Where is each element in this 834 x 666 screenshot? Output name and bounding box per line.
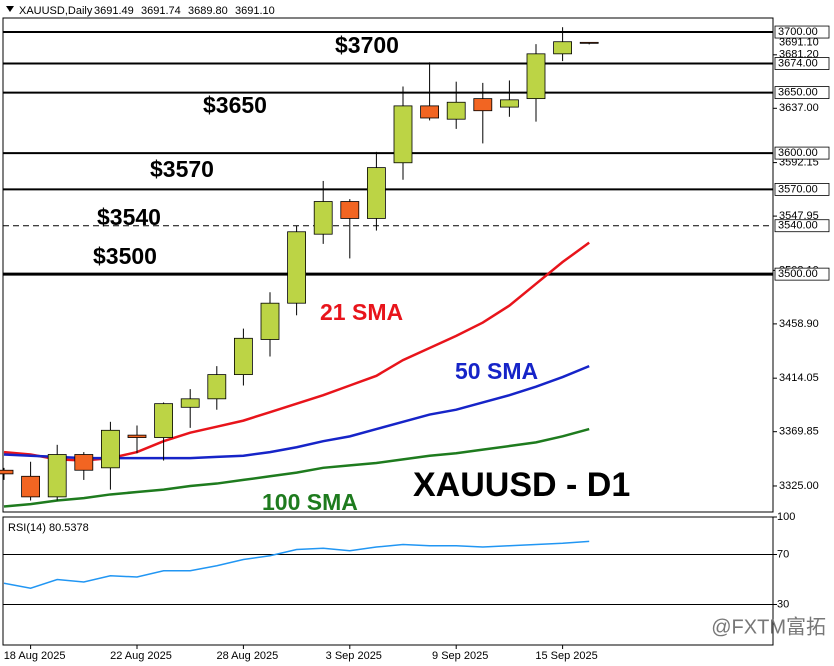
candle-body xyxy=(579,41,599,44)
level-tag xyxy=(774,86,830,99)
chart-annotation: XAUUSD - D1 xyxy=(413,466,630,504)
candle-body xyxy=(366,167,386,219)
candle-body xyxy=(0,469,14,475)
menu-arrow xyxy=(6,6,14,12)
level-annotation: $3700 xyxy=(335,32,399,58)
candle-body xyxy=(553,41,572,55)
level-annotation: $3570 xyxy=(150,156,214,182)
y-tick-label: 3547.95 xyxy=(779,210,819,222)
level-tag xyxy=(774,183,830,196)
level-tag-label: 3540.00 xyxy=(778,220,818,232)
candle-body xyxy=(47,454,67,498)
rsi-label: RSI(14) 80.5378 xyxy=(8,522,89,534)
level-tag xyxy=(774,25,830,39)
x-tick-label: 18 Aug 2025 xyxy=(4,650,66,662)
watermark: @FXTM富拓 xyxy=(711,615,826,638)
candle-body xyxy=(101,429,120,469)
candle-body xyxy=(340,201,360,219)
rsi-line xyxy=(3,540,590,590)
candle-body xyxy=(313,201,333,235)
header-value: 3691.49 xyxy=(94,5,134,17)
level-annotation: $3540 xyxy=(97,204,161,230)
sma-label: 50 SMA xyxy=(455,358,538,384)
candle-body xyxy=(526,53,546,100)
level-tag xyxy=(774,267,830,281)
level-tag xyxy=(774,219,830,233)
y-tick-label: 3458.90 xyxy=(779,318,819,330)
candle-body xyxy=(260,302,280,340)
y-tick-label: 3325.00 xyxy=(779,480,819,492)
level-tag xyxy=(774,57,830,70)
candle-body xyxy=(499,99,519,108)
rsi-pane xyxy=(2,516,774,646)
x-tick-label: 22 Aug 2025 xyxy=(110,650,172,662)
candle-body xyxy=(393,105,413,164)
level-tag-label: 3674.00 xyxy=(778,57,818,69)
last-price-label: 3691.10 xyxy=(779,37,819,49)
header-value: 3691.10 xyxy=(235,5,275,17)
level-tag-label: 3600.00 xyxy=(778,147,818,159)
level-annotation: $3650 xyxy=(203,92,267,118)
rsi-tick-label: 30 xyxy=(777,598,789,610)
price-pane xyxy=(2,17,774,513)
candle-body xyxy=(180,398,200,408)
y-tick-label: 3414.05 xyxy=(779,372,819,384)
candle-body xyxy=(287,231,307,304)
candle-body xyxy=(420,105,440,119)
x-tick-label: 9 Sep 2025 xyxy=(432,650,488,662)
rsi-tick-label: 100 xyxy=(777,511,795,523)
y-tick-label: 3592.15 xyxy=(779,156,819,168)
x-tick-label: 15 Sep 2025 xyxy=(535,650,597,662)
candle-body xyxy=(74,454,94,471)
sma-label: 21 SMA xyxy=(320,299,403,325)
sma-label: 100 SMA xyxy=(262,489,358,515)
rsi-tick-label: 70 xyxy=(777,548,789,560)
candle-body xyxy=(473,98,493,112)
level-tag-label: 3650.00 xyxy=(778,86,818,98)
candle-body xyxy=(233,337,253,376)
level-tag-label: 3500.00 xyxy=(778,268,818,280)
sma-line xyxy=(3,427,590,508)
y-tick-label: 3369.85 xyxy=(779,426,819,438)
candle-body xyxy=(21,475,41,498)
candle-body xyxy=(127,434,147,438)
candle-body xyxy=(154,403,174,438)
level-tag-label: 3700.00 xyxy=(778,26,818,38)
header-value: 3691.74 xyxy=(141,5,181,17)
level-tag xyxy=(774,146,830,160)
symbol-header: XAUUSD,Daily xyxy=(19,5,93,17)
header-value: 3689.80 xyxy=(188,5,228,17)
x-tick-label: 28 Aug 2025 xyxy=(217,650,279,662)
candle-body xyxy=(207,374,227,400)
level-annotation: $3500 xyxy=(93,243,157,269)
y-tick-label: 3637.00 xyxy=(779,102,819,114)
level-tag-label: 3570.00 xyxy=(778,183,818,195)
x-tick-label: 3 Sep 2025 xyxy=(326,650,382,662)
candle-body xyxy=(446,101,466,120)
